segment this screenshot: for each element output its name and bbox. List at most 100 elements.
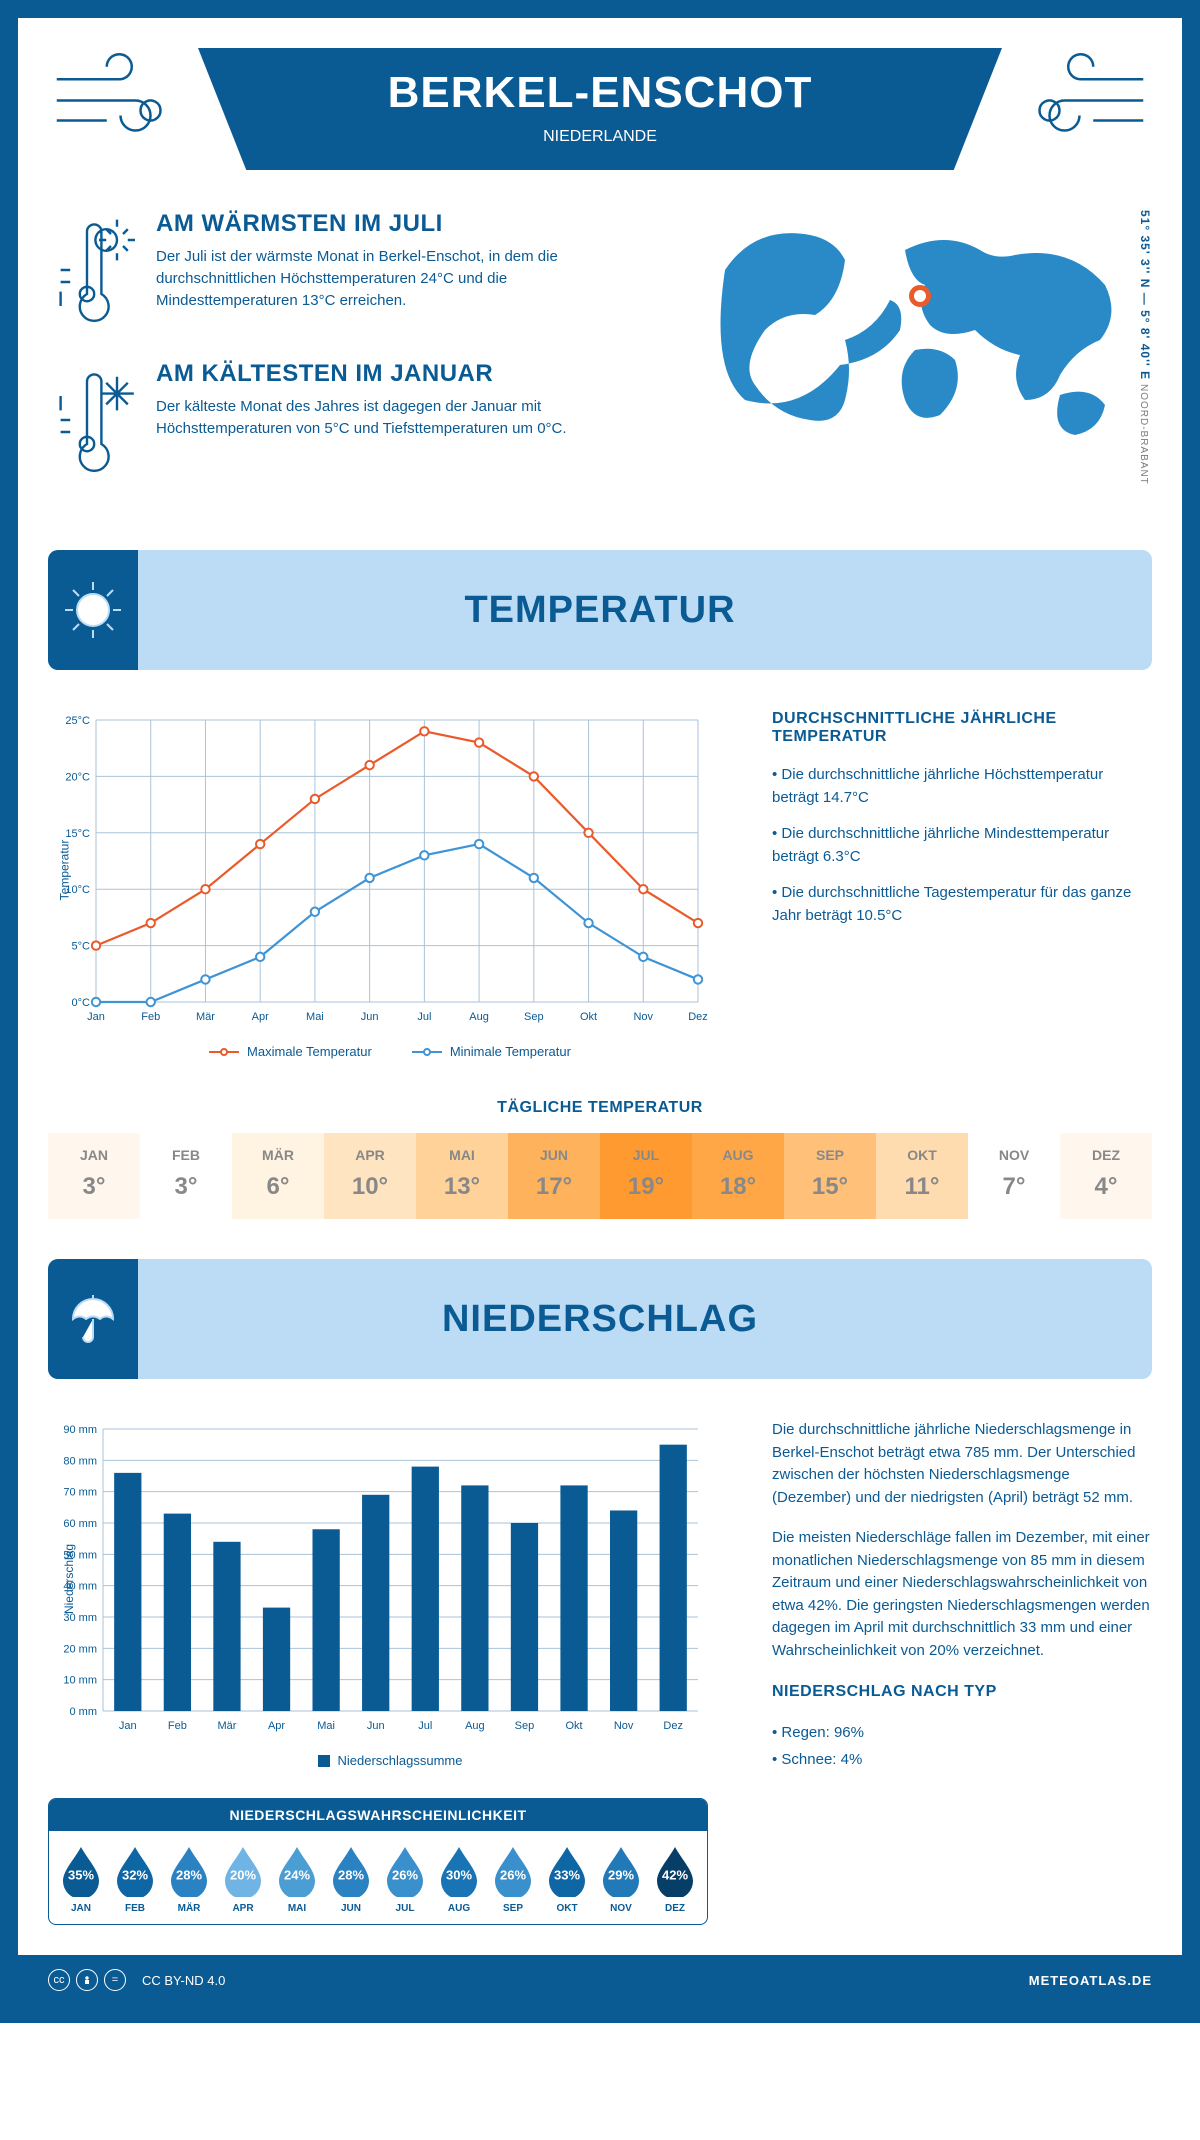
daily-title: TÄGLICHE TEMPERATUR <box>48 1099 1152 1117</box>
daily-month: JUL <box>600 1147 692 1163</box>
daily-month: SEP <box>784 1147 876 1163</box>
daily-value: 15° <box>784 1173 876 1201</box>
daily-month: OKT <box>876 1147 968 1163</box>
probability-value: 30% <box>446 1868 472 1883</box>
raindrop-icon: 29% <box>599 1845 643 1897</box>
nd-icon: = <box>104 1969 126 1991</box>
daily-cell: AUG 18° <box>692 1133 784 1219</box>
probability-value: 32% <box>122 1868 148 1883</box>
raindrop-icon: 20% <box>221 1845 265 1897</box>
daily-month: MAI <box>416 1147 508 1163</box>
probability-cell: 35% JAN <box>55 1845 107 1914</box>
temp-legend: Maximale Temperatur Minimale Temperatur <box>48 1044 732 1059</box>
daily-cell: MÄR6° <box>232 1133 324 1219</box>
probability-month: JUN <box>325 1903 377 1914</box>
daily-month: NOV <box>968 1147 1060 1163</box>
fact-cold-text: Der kälteste Monat des Jahres ist dagege… <box>156 396 576 440</box>
probability-value: 26% <box>392 1868 418 1883</box>
daily-cell: JUL19° <box>600 1133 692 1219</box>
footer-site: METEOATLAS.DE <box>1029 1973 1152 1988</box>
daily-value: 10° <box>324 1173 416 1201</box>
daily-cell: NOV 7° <box>968 1133 1060 1219</box>
daily-value: 17° <box>508 1173 600 1201</box>
daily-cell: MAI 13° <box>416 1133 508 1219</box>
fact-coldest: AM KÄLTESTEN IM JANUAR Der kälteste Mona… <box>48 360 670 480</box>
daily-month: AUG <box>692 1147 784 1163</box>
probability-month: JAN <box>55 1903 107 1914</box>
daily-value: 7° <box>968 1173 1060 1201</box>
probability-value: 24% <box>284 1868 310 1883</box>
daily-month: APR <box>324 1147 416 1163</box>
license-block: cc = CC BY-ND 4.0 <box>48 1969 225 1991</box>
probability-month: FEB <box>109 1903 161 1914</box>
probability-cell: 29% NOV <box>595 1845 647 1914</box>
raindrop-icon: 33% <box>545 1845 589 1897</box>
probability-month: APR <box>217 1903 269 1914</box>
raindrop-icon: 26% <box>491 1845 535 1897</box>
probability-cell: 26% SEP <box>487 1845 539 1914</box>
probability-month: AUG <box>433 1903 485 1914</box>
daily-cell: DEZ4° <box>1060 1133 1152 1219</box>
page-subtitle: NIEDERLANDE <box>208 128 992 146</box>
raindrop-icon: 28% <box>329 1845 373 1897</box>
probability-month: NOV <box>595 1903 647 1914</box>
probability-cell: 28% MÄR <box>163 1845 215 1914</box>
temp-info: DURCHSCHNITTLICHE JÄHRLICHE TEMPERATUR •… <box>772 710 1152 1059</box>
daily-cell: FEB 3° <box>140 1133 232 1219</box>
probability-month: MÄR <box>163 1903 215 1914</box>
probability-cell: 32% FEB <box>109 1845 161 1914</box>
page-title: BERKEL-ENSCHOT <box>208 68 992 118</box>
daily-cell: OKT11° <box>876 1133 968 1219</box>
raindrop-icon: 24% <box>275 1845 319 1897</box>
license-text: CC BY-ND 4.0 <box>142 1973 225 1988</box>
region-text: NOORD-BRABANT <box>1138 384 1149 485</box>
daily-value: 13° <box>416 1173 508 1201</box>
probability-cell: 26% JUL <box>379 1845 431 1914</box>
wind-icon-right <box>1022 48 1152 148</box>
daily-value: 3° <box>140 1173 232 1201</box>
raindrop-icon: 26% <box>383 1845 427 1897</box>
daily-value: 18° <box>692 1173 784 1201</box>
precip-title: NIEDERSCHLAG <box>48 1298 1152 1341</box>
probability-value: 28% <box>176 1868 202 1883</box>
worldmap <box>710 210 1130 470</box>
probability-month: MAI <box>271 1903 323 1914</box>
fact-warm-heading: AM WÄRMSTEN IM JULI <box>156 210 576 238</box>
temp-info-heading: DURCHSCHNITTLICHE JÄHRLICHE TEMPERATUR <box>772 710 1152 746</box>
probability-value: 20% <box>230 1868 256 1883</box>
raindrop-icon: 35% <box>59 1845 103 1897</box>
probability-month: SEP <box>487 1903 539 1914</box>
daily-cell: JUN 17° <box>508 1133 600 1219</box>
daily-temp-table: JAN3°FEB3°MÄR6°APR10°MAI13°JUN17°JUL19°A… <box>48 1133 1152 1219</box>
daily-month: DEZ <box>1060 1147 1152 1163</box>
daily-month: JUN <box>508 1147 600 1163</box>
daily-value: 6° <box>232 1173 324 1201</box>
probability-cell: 42%DEZ <box>649 1845 701 1914</box>
probability-value: 29% <box>608 1868 634 1883</box>
footer: cc = CC BY-ND 4.0 METEOATLAS.DE <box>18 1955 1182 2005</box>
raindrop-icon: 30% <box>437 1845 481 1897</box>
probability-month: JUL <box>379 1903 431 1914</box>
probability-value: 28% <box>338 1868 364 1883</box>
map-marker-icon <box>909 285 931 307</box>
title-banner: BERKEL-ENSCHOT NIEDERLANDE <box>198 48 1002 170</box>
daily-month: FEB <box>140 1147 232 1163</box>
intro-section: AM WÄRMSTEN IM JULI Der Juli ist der wär… <box>48 210 1152 510</box>
daily-cell: SEP 15° <box>784 1133 876 1219</box>
probability-value: 26% <box>500 1868 526 1883</box>
probability-title: NIEDERSCHLAGSWAHRSCHEINLICHKEIT <box>49 1799 707 1831</box>
coords-text: 51° 35' 3'' N — 5° 8' 40'' E <box>1138 210 1152 380</box>
probability-cell: 20% APR <box>217 1845 269 1914</box>
precip-legend-label: Niederschlagssumme <box>338 1753 463 1768</box>
wind-icon-left <box>48 48 178 148</box>
probability-cell: 33%OKT <box>541 1845 593 1914</box>
fact-cold-heading: AM KÄLTESTEN IM JANUAR <box>156 360 576 388</box>
probability-cell: 24% MAI <box>271 1845 323 1914</box>
thermometer-sun-icon <box>48 210 138 330</box>
precip-banner: NIEDERSCHLAG <box>48 1259 1152 1379</box>
temp-title: TEMPERATUR <box>48 589 1152 632</box>
probability-value: 35% <box>68 1868 94 1883</box>
temp-bullet: • Die durchschnittliche jährliche Mindes… <box>772 823 1152 868</box>
daily-cell: APR 10° <box>324 1133 416 1219</box>
daily-month: JAN <box>48 1147 140 1163</box>
